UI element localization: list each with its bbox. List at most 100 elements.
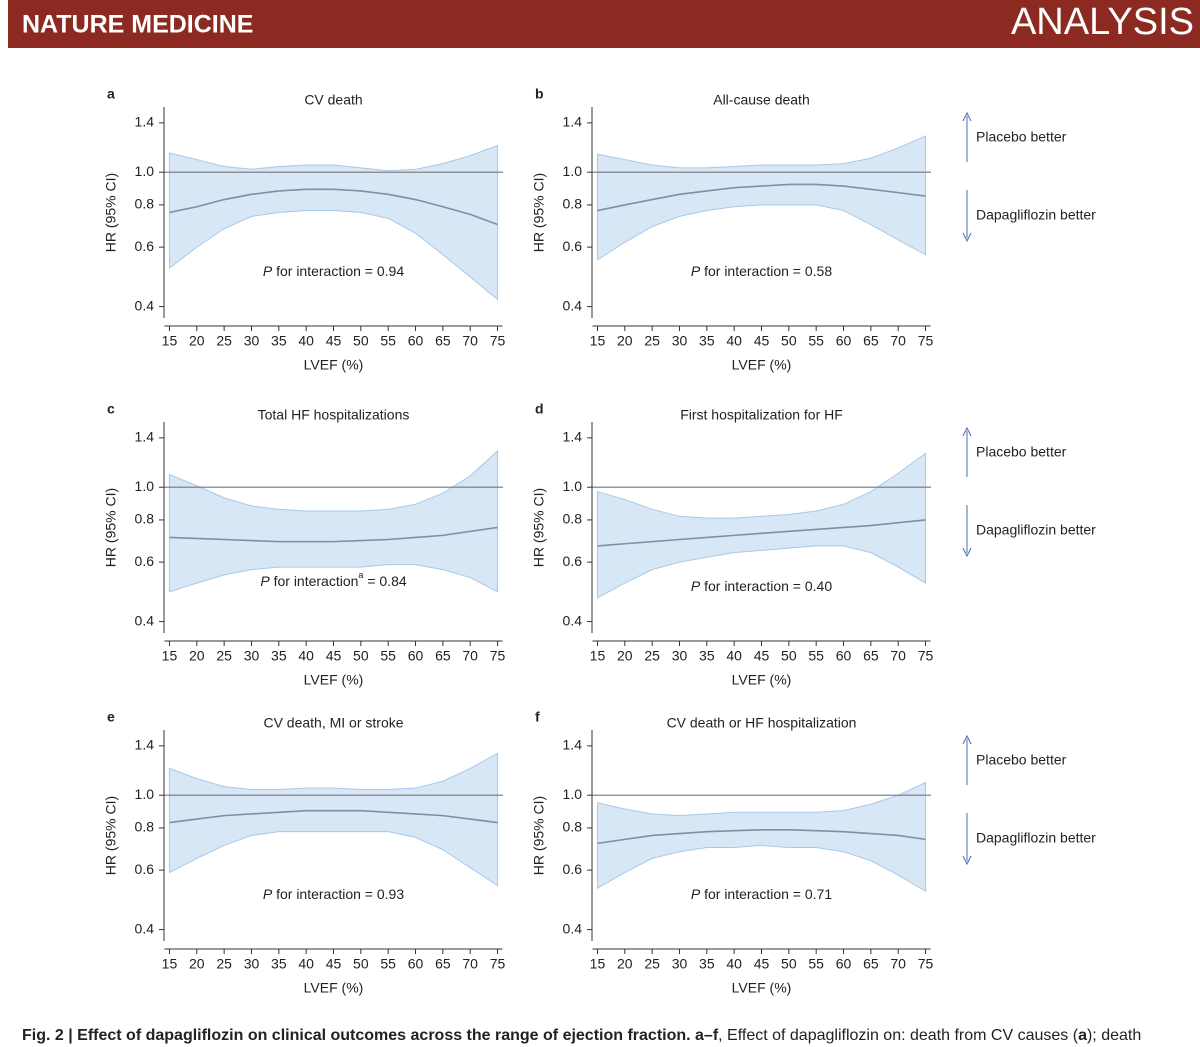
annotation-sup: a: [358, 570, 363, 580]
x-tick-label: 20: [617, 956, 633, 972]
side-label: Dapagliflozin better: [976, 522, 1096, 538]
hr-line: [597, 183, 926, 212]
hr-line: [597, 519, 926, 547]
annotation: P for interaction = 0.40: [691, 578, 832, 594]
caption-ref: a: [1078, 1027, 1087, 1044]
y-tick-label: 0.6: [135, 553, 155, 569]
x-tick-label: 15: [162, 648, 178, 664]
annotation: P for interaction = 0.94: [263, 263, 404, 279]
x-tick-label: 70: [890, 956, 906, 972]
x-tick-label: 35: [699, 956, 715, 972]
y-axis-label: HR (95% CI): [103, 796, 119, 875]
annotation: P for interaction = 0.93: [263, 886, 404, 902]
x-tick-label: 70: [462, 648, 478, 664]
y-tick-label: 0.4: [563, 297, 583, 313]
y-tick-label: 0.8: [135, 819, 155, 835]
x-tick-label: 50: [781, 648, 797, 664]
x-tick-label: 45: [754, 333, 770, 349]
x-tick-label: 50: [353, 648, 369, 664]
x-tick-label: 30: [244, 333, 260, 349]
annotation: P for interactiona = 0.84: [260, 570, 406, 588]
arrow-head: [962, 426, 972, 437]
x-tick-label: 15: [162, 333, 178, 349]
ci-band: [596, 135, 927, 261]
y-tick-label: 0.6: [563, 861, 583, 877]
x-tick-label: 70: [890, 333, 906, 349]
y-tick-label: 1.4: [563, 429, 583, 445]
x-tick-label: 45: [754, 956, 770, 972]
section-name: ANALYSIS: [1011, 1, 1194, 43]
x-tick-label: 65: [863, 333, 879, 349]
arrow-head: [962, 232, 972, 243]
arrow-head: [962, 547, 972, 558]
x-tick-label: 65: [435, 648, 451, 664]
x-tick-label: 40: [726, 333, 742, 349]
x-tick-label: 40: [298, 956, 314, 972]
hr-line: [169, 526, 498, 543]
y-tick-label: 1.0: [563, 478, 583, 494]
x-tick-label: 70: [462, 956, 478, 972]
x-tick-label: 20: [189, 956, 205, 972]
x-tick-label: 65: [435, 333, 451, 349]
y-tick-label: 1.0: [563, 786, 583, 802]
side-label: Placebo better: [976, 129, 1067, 145]
y-axis-label: HR (95% CI): [531, 173, 547, 252]
x-tick-label: 20: [617, 648, 633, 664]
x-tick-label: 15: [590, 333, 606, 349]
x-tick-label: 35: [699, 333, 715, 349]
x-tick-label: 35: [271, 956, 287, 972]
x-tick-label: 60: [836, 333, 852, 349]
annotation-p: P: [691, 886, 701, 902]
chart-title: First hospitalization for HF: [680, 407, 843, 423]
chart-title: All-cause death: [713, 92, 810, 108]
x-tick-label: 35: [699, 648, 715, 664]
x-tick-label: 55: [380, 333, 396, 349]
x-tick-label: 40: [726, 648, 742, 664]
arrow-head: [962, 111, 972, 122]
y-tick-label: 1.4: [135, 114, 155, 130]
x-tick-label: 45: [326, 956, 342, 972]
x-axis-label: LVEF (%): [732, 672, 792, 688]
x-tick-label: 75: [490, 648, 506, 664]
x-tick-label: 50: [353, 956, 369, 972]
annotation-text: for interaction = 0.71: [700, 886, 832, 902]
x-tick-label: 20: [189, 648, 205, 664]
x-tick-label: 25: [644, 956, 660, 972]
y-tick-label: 0.8: [135, 196, 155, 212]
y-axis-label: HR (95% CI): [103, 488, 119, 567]
chart-title: CV death or HF hospitalization: [667, 715, 857, 731]
y-tick-label: 0.4: [563, 612, 583, 628]
x-tick-label: 15: [162, 956, 178, 972]
annotation-p: P: [263, 886, 273, 902]
x-tick-label: 65: [435, 956, 451, 972]
side-label: Dapagliflozin better: [976, 830, 1096, 846]
x-tick-label: 25: [216, 333, 232, 349]
y-tick-label: 1.4: [135, 429, 155, 445]
caption-text: ); death: [1087, 1027, 1141, 1044]
x-tick-label: 70: [890, 648, 906, 664]
y-axis-label: HR (95% CI): [103, 173, 119, 252]
x-tick-label: 75: [918, 956, 934, 972]
x-tick-label: 30: [672, 956, 688, 972]
y-tick-label: 0.8: [563, 196, 583, 212]
x-tick-label: 55: [808, 333, 824, 349]
x-tick-label: 40: [298, 333, 314, 349]
caption-bold: Fig. 2 | Effect of dapagliflozin on clin…: [22, 1027, 719, 1044]
side-label: Placebo better: [976, 752, 1067, 768]
ci-band: [168, 449, 499, 593]
x-tick-label: 55: [380, 648, 396, 664]
chart-title: CV death, MI or stroke: [263, 715, 403, 731]
ci-band: [168, 752, 499, 887]
x-tick-label: 30: [244, 648, 260, 664]
annotation-text: for interaction: [270, 573, 359, 589]
annotation-p: P: [691, 578, 701, 594]
y-tick-label: 1.4: [563, 114, 583, 130]
ci-band: [596, 452, 927, 599]
annotation: P for interaction = 0.58: [691, 263, 832, 279]
x-tick-label: 75: [918, 648, 934, 664]
annotation-text: for interaction = 0.93: [272, 886, 404, 902]
y-tick-label: 0.4: [135, 920, 155, 936]
x-tick-label: 35: [271, 648, 287, 664]
